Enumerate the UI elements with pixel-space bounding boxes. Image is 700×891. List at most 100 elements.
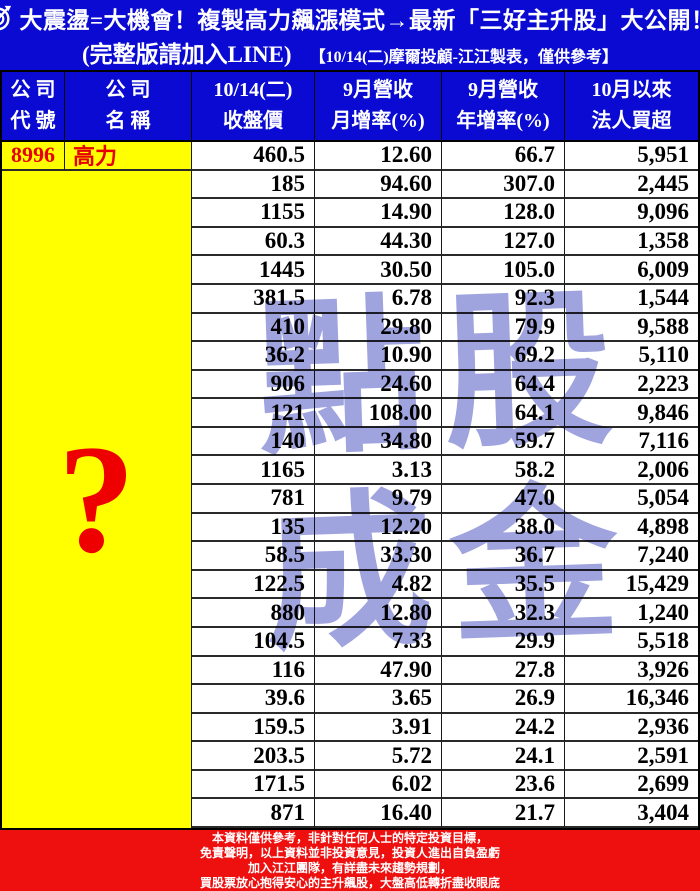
cell-yoy-pct: 23.6: [442, 770, 565, 800]
cell-mom-pct: 5.72: [315, 742, 442, 771]
cell-mom-pct: 9.79: [315, 485, 442, 514]
cell-close: 140: [192, 427, 315, 457]
cell-yoy-pct: 27.8: [442, 656, 565, 686]
table-header-row: 公 司 代 號 公 司 名 稱 10/14(二) 收盤價 9月營收 月增率(%)…: [0, 70, 700, 140]
cell-mom-pct: 14.90: [315, 199, 442, 228]
cell-mom-pct: 30.50: [315, 256, 442, 285]
cell-yoy-pct: 24.2: [442, 713, 565, 743]
cell-inst-netbuy: 15,429: [565, 571, 698, 600]
cell-inst-netbuy: 2,936: [565, 714, 698, 743]
col-header-mom: 9月營收 月增率(%): [315, 72, 442, 140]
cell-yoy-pct: 29.9: [442, 627, 565, 657]
cell-yoy-pct: 92.3: [442, 284, 565, 314]
cell-close: 1445: [192, 256, 315, 285]
cell-mom-pct: 33.30: [315, 542, 442, 571]
cell-mom-pct: 12.80: [315, 599, 442, 628]
cell-inst-netbuy: 5,054: [565, 485, 698, 514]
cell-close: 906: [192, 370, 315, 400]
question-mark: ?: [57, 412, 136, 585]
cell-yoy-pct: 79.9: [442, 313, 565, 343]
cell-close: 121: [192, 399, 315, 428]
cell-inst-netbuy: 2,223: [565, 371, 698, 400]
cell-close: 871: [192, 799, 315, 828]
disclaimer-line: 買股票放心抱得安心的主升飆股，大盤高低轉折盡收眼底: [199, 876, 500, 890]
cell-yoy-pct: 21.7: [442, 799, 565, 828]
cell-mom-pct: 12.60: [315, 142, 442, 171]
cell-inst-netbuy: 7,116: [565, 428, 698, 457]
cell-mom-pct: 7.33: [315, 627, 442, 657]
cell-inst-netbuy: 2,699: [565, 771, 698, 800]
banner: 大震盪=大機會！複製高力飆漲模式→最新「三好主升股」大公開！ (完整版請加入LI…: [0, 0, 700, 70]
col-header-close: 10/14(二) 收盤價: [192, 72, 315, 140]
disclaimer-line: 本資料僅供參考，非針對任何人士的特定投資目標，: [211, 831, 488, 845]
cell-inst-netbuy: 9,846: [565, 399, 698, 428]
cell-close: 203.5: [192, 742, 315, 771]
cell-close: 381.5: [192, 284, 315, 314]
cell-mom-pct: 24.60: [315, 370, 442, 400]
cell-company-code: 8996: [2, 142, 65, 171]
cell-mom-pct: 29.80: [315, 313, 442, 343]
cell-yoy-pct: 127.0: [442, 227, 565, 257]
disclaimer-line: 加入江江團隊，有詳盡未來趨勢規劃，: [247, 861, 452, 875]
cell-yoy-pct: 66.7: [442, 142, 565, 171]
cell-inst-netbuy: 3,404: [565, 799, 698, 828]
col-header-name: 公 司 名 稱: [65, 72, 192, 140]
cell-company-name: 高力: [65, 142, 192, 171]
cell-mom-pct: 3.65: [315, 685, 442, 714]
cell-mom-pct: 12.20: [315, 513, 442, 543]
cell-close: 104.5: [192, 627, 315, 657]
cell-inst-netbuy: 1,544: [565, 285, 698, 314]
cell-inst-netbuy: 1,240: [565, 599, 698, 628]
cell-close: 135: [192, 513, 315, 543]
cell-mom-pct: 3.91: [315, 713, 442, 743]
cell-mom-pct: 108.00: [315, 399, 442, 428]
dart-target-icon: [0, 5, 12, 30]
masked-companies-cell: ?: [2, 170, 192, 828]
col-header-netbuy: 10月以來 法人買超: [591, 79, 672, 132]
cell-close: 39.6: [192, 685, 315, 714]
cell-yoy-pct: 59.7: [442, 427, 565, 457]
cell-inst-netbuy: 6,009: [565, 256, 698, 285]
cell-inst-netbuy: 3,926: [565, 657, 698, 686]
col-header-yoy: 9月營收 年增率(%): [442, 72, 565, 140]
cell-mom-pct: 47.90: [315, 656, 442, 686]
cell-inst-netbuy: 1,358: [565, 228, 698, 257]
cell-mom-pct: 3.13: [315, 456, 442, 485]
cell-inst-netbuy: 9,096: [565, 199, 698, 228]
cell-inst-netbuy: 7,240: [565, 542, 698, 571]
cell-mom-pct: 34.80: [315, 427, 442, 457]
cell-yoy-pct: 38.0: [442, 513, 565, 543]
cell-inst-netbuy: 9,588: [565, 314, 698, 343]
cell-close: 116: [192, 656, 315, 686]
cell-yoy-pct: 32.3: [442, 599, 565, 628]
cell-mom-pct: 6.02: [315, 770, 442, 800]
cell-inst-netbuy: 2,445: [565, 171, 698, 200]
cell-yoy-pct: 69.2: [442, 342, 565, 371]
cell-yoy-pct: 24.1: [442, 742, 565, 771]
banner-headline: 大震盪=大機會！複製高力飆漲模式→最新「三好主升股」大公開！: [19, 7, 700, 33]
cell-close: 410: [192, 313, 315, 343]
cell-close: 122.5: [192, 570, 315, 600]
cell-close: 880: [192, 599, 315, 628]
cell-inst-netbuy: 5,518: [565, 628, 698, 657]
cell-yoy-pct: 47.0: [442, 485, 565, 514]
banner-line-cta: (完整版請加入LINE): [82, 42, 292, 68]
cell-inst-netbuy: 5,110: [565, 342, 698, 371]
cell-yoy-pct: 58.2: [442, 456, 565, 485]
cell-close: 159.5: [192, 713, 315, 743]
cell-close: 1155: [192, 199, 315, 228]
cell-mom-pct: 4.82: [315, 570, 442, 600]
table-body: 8996 高力 ? 460.5 12.60 66.7 5,951 185 94.60 307…: [0, 140, 700, 830]
cell-yoy-pct: 307.0: [442, 170, 565, 200]
cell-yoy-pct: 36.7: [442, 542, 565, 571]
cell-close: 58.5: [192, 542, 315, 571]
cell-close: 185: [192, 170, 315, 200]
cell-yoy-pct: 64.4: [442, 370, 565, 400]
cell-close: 171.5: [192, 770, 315, 800]
cell-yoy-pct: 128.0: [442, 199, 565, 228]
cell-yoy-pct: 35.5: [442, 570, 565, 600]
cell-mom-pct: 6.78: [315, 284, 442, 314]
cell-yoy-pct: 64.1: [442, 399, 565, 428]
cell-inst-netbuy: 5,951: [565, 142, 698, 171]
cell-mom-pct: 44.30: [315, 227, 442, 257]
